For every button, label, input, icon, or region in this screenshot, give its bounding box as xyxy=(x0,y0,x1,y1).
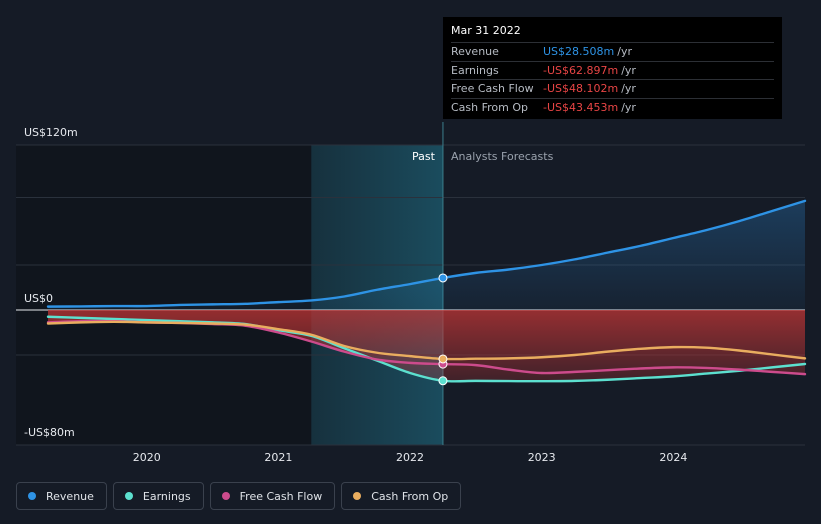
chart-legend: Revenue Earnings Free Cash Flow Cash Fro… xyxy=(16,482,462,510)
revenue-area xyxy=(48,200,805,310)
tooltip-row-revenue: Revenue US$28.508m /yr xyxy=(451,42,774,61)
tooltip-value: -US$43.453m xyxy=(543,100,619,114)
past-label: Past xyxy=(412,150,436,163)
legend-label: Earnings xyxy=(142,489,191,503)
legend-item-revenue[interactable]: Revenue xyxy=(16,482,107,510)
free-cash-flow-dot-icon xyxy=(221,492,230,500)
tooltip-value: -US$62.897m xyxy=(543,63,619,77)
revenue-dot-icon xyxy=(28,492,36,500)
tooltip-row-free-cash-flow: Free Cash Flow -US$48.102m /yr xyxy=(451,79,774,98)
tooltip-label: Earnings xyxy=(451,63,499,77)
legend-item-free-cash-flow[interactable]: Free Cash Flow xyxy=(209,482,336,510)
tooltip-value: US$28.508m xyxy=(543,45,615,58)
tooltip-label: Free Cash Flow xyxy=(451,82,534,95)
tooltip-unit: /yr xyxy=(621,63,636,77)
tooltip-row-cash-from-op: Cash From Op -US$43.453m /yr xyxy=(451,97,774,117)
earnings-dot-icon xyxy=(124,492,133,500)
tooltip-value: -US$48.102m xyxy=(543,82,619,95)
tooltip-label: Revenue xyxy=(451,45,499,58)
tooltip-label: Cash From Op xyxy=(451,100,529,114)
y-tick-label: -US$80m xyxy=(24,426,75,439)
earnings-marker xyxy=(438,376,448,386)
revenue-marker xyxy=(438,273,448,283)
x-tick-label: 2022 xyxy=(396,451,424,464)
tooltip-unit: /yr xyxy=(621,100,636,114)
legend-label: Revenue xyxy=(46,489,94,503)
legend-item-cash-from-op[interactable]: Cash From Op xyxy=(341,482,462,510)
tooltip-panel: Mar 31 2022 Revenue US$28.508m /yr Earni… xyxy=(443,17,782,119)
revenue-line xyxy=(46,199,807,308)
x-tick-label: 2024 xyxy=(659,451,687,464)
tooltip-unit: /yr xyxy=(617,45,632,58)
negative-area xyxy=(48,310,805,382)
x-tick-label: 2023 xyxy=(528,451,556,464)
tooltip-unit: /yr xyxy=(621,82,636,95)
x-tick-label: 2021 xyxy=(264,451,292,464)
tooltip-row-earnings: Earnings -US$62.897m /yr xyxy=(451,60,774,80)
cfo-marker xyxy=(438,354,448,364)
earnings-line xyxy=(46,315,807,383)
x-tick-label: 2020 xyxy=(133,451,161,464)
tooltip-date: Mar 31 2022 xyxy=(451,24,521,37)
legend-label: Cash From Op xyxy=(371,489,449,503)
forecast-label: Analysts Forecasts xyxy=(451,150,554,163)
legend-label: Free Cash Flow xyxy=(239,489,323,503)
legend-item-earnings[interactable]: Earnings xyxy=(112,482,204,510)
cfo-line xyxy=(46,320,807,361)
y-tick-label: US$0 xyxy=(24,292,53,305)
y-tick-label: US$120m xyxy=(24,126,78,139)
cash-from-op-dot-icon xyxy=(353,492,362,500)
